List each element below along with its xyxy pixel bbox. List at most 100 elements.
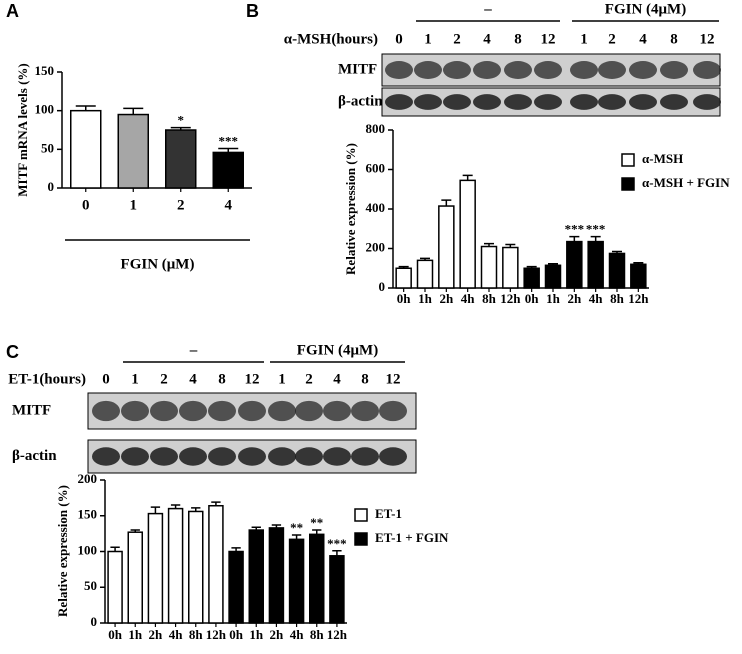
bar (502, 246, 519, 289)
bar (608, 252, 626, 289)
significance-mark: *** (565, 222, 585, 237)
x-tick-label: 0 (82, 197, 90, 213)
blot-band (379, 447, 407, 466)
error-bar (218, 147, 239, 153)
bar (248, 529, 264, 624)
error-bar (110, 546, 120, 552)
x-tick-label: 12h (206, 627, 227, 642)
x-tick-label: 12h (327, 627, 348, 642)
y-axis-label: Relative expression (%) (55, 485, 70, 617)
bar (107, 550, 123, 624)
error-bar (75, 105, 96, 111)
blot-band (504, 94, 532, 110)
lane-label: 0 (102, 371, 110, 387)
blot-band (693, 61, 721, 79)
lane-label: 12 (386, 371, 401, 387)
error-bar (130, 529, 140, 533)
error-bar (312, 529, 322, 535)
x-tick-label: 2h (149, 627, 164, 642)
y-tick-label: 150 (35, 63, 55, 78)
error-bar (191, 507, 201, 512)
x-tick-label: 1h (128, 627, 143, 642)
legend-swatch (354, 532, 368, 546)
error-bar (231, 547, 241, 552)
bar (127, 531, 143, 624)
x-tick-label: 12h (628, 291, 649, 306)
x-tick-label: 4h (589, 291, 604, 306)
x-tick-label: 0h (108, 627, 123, 642)
blot-band (121, 447, 149, 466)
blot-row-label: MITF (12, 402, 51, 418)
y-axis-label: Relative expression (%) (343, 143, 358, 275)
y-tick-label: 600 (366, 160, 386, 175)
blot-band (121, 400, 149, 422)
error-bar (548, 262, 558, 266)
blot-band (179, 400, 207, 422)
blot-band (379, 400, 407, 422)
x-tick-label: 1h (546, 291, 561, 306)
blot-band (295, 400, 323, 422)
lane-label: 4 (333, 371, 341, 387)
x-tick-label: 2h (567, 291, 582, 306)
blot-band (238, 447, 266, 466)
lane-label: 2 (160, 371, 168, 387)
blot-band (570, 61, 598, 79)
blot-band (443, 61, 471, 79)
significance-mark: *** (219, 134, 239, 149)
bar (188, 510, 204, 624)
x-tick-label: 4h (290, 627, 305, 642)
bar (329, 555, 345, 624)
lane-label: 12 (541, 31, 556, 47)
error-bar (590, 235, 601, 242)
x-tick-label: 1h (418, 291, 433, 306)
blot-band (92, 447, 120, 466)
bar (167, 507, 184, 624)
blot-band (629, 61, 657, 79)
blot-band (385, 94, 413, 110)
bar (228, 550, 244, 624)
x-tick-label: 8h (310, 627, 325, 642)
blot-band (570, 94, 598, 110)
error-bar (633, 261, 644, 265)
bar (309, 533, 325, 624)
lane-label: 4 (483, 31, 491, 47)
blot-band (473, 61, 501, 79)
group-label: – (189, 342, 198, 358)
error-bar (170, 504, 181, 509)
lane-label: 1 (580, 31, 588, 47)
blot-band (598, 61, 626, 79)
lane-label: 12 (700, 31, 715, 47)
bar (544, 264, 562, 289)
x-tick-label: 0h (397, 291, 412, 306)
bar (288, 538, 305, 624)
y-tick-label: 0 (48, 179, 55, 194)
error-bar (150, 506, 161, 514)
blot-band (238, 400, 266, 422)
y-tick-label: 0 (91, 614, 98, 629)
bar (147, 512, 164, 624)
panel-label: B (246, 1, 259, 21)
y-tick-label: 150 (78, 507, 98, 522)
x-tick-label: 4h (461, 291, 476, 306)
blot-band (473, 94, 501, 110)
legend-swatch (621, 177, 635, 191)
blot-band (660, 61, 688, 79)
y-tick-label: 200 (366, 239, 386, 254)
blot-band (598, 94, 626, 110)
x-tick-label: 8h (610, 291, 625, 306)
error-bar (612, 250, 622, 254)
error-bar (484, 242, 494, 247)
group-label: FGIN (4μM) (605, 1, 686, 17)
lane-label: 12 (245, 371, 260, 387)
blot-treatment-label: ET-1(hours) (8, 371, 86, 387)
x-tick-label: 1 (130, 197, 138, 213)
bar (208, 504, 224, 624)
blot-band (179, 447, 207, 466)
legend-label: α-MSH (642, 151, 683, 166)
error-bar (398, 265, 409, 269)
lane-label: 1 (278, 371, 286, 387)
blot-band (660, 94, 688, 110)
lane-label: 1 (424, 31, 432, 47)
legend-swatch (621, 153, 635, 167)
